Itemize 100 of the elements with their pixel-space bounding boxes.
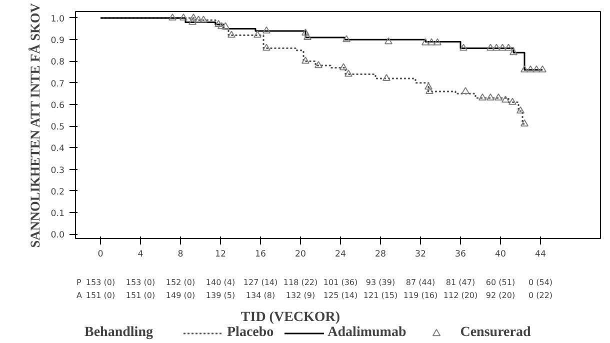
point <box>520 119 528 126</box>
x-tick-label: 12 <box>214 250 226 260</box>
point <box>424 82 432 90</box>
point <box>194 16 202 23</box>
text: 140 (4) <box>206 278 236 287</box>
text: 118 (22) <box>283 278 318 287</box>
point <box>344 70 352 77</box>
text: 125 (14) <box>323 291 358 300</box>
text: 92 (20) <box>486 291 516 300</box>
point <box>222 22 230 30</box>
point <box>428 38 436 46</box>
text: 139 (5) <box>206 291 236 300</box>
point <box>498 44 506 51</box>
point <box>342 35 350 42</box>
x-tick-label: 28 <box>374 250 386 260</box>
point <box>504 44 512 51</box>
point <box>532 65 540 72</box>
text: 134 (8) <box>246 291 276 300</box>
point <box>200 16 208 23</box>
y-tick-label: 0.8 <box>50 58 65 68</box>
point <box>384 37 392 44</box>
y-tick-label: 0.3 <box>50 166 65 176</box>
point <box>422 38 430 46</box>
text: 60 (51) <box>486 278 516 287</box>
point <box>180 13 188 21</box>
point <box>526 65 534 72</box>
text: 149 (0) <box>166 291 196 300</box>
text: 121 (15) <box>363 291 398 300</box>
text: 0 (54) <box>528 278 553 287</box>
legend-label: Censurerad <box>460 325 531 341</box>
text: 112 (20) <box>443 291 478 300</box>
point <box>382 74 390 82</box>
point <box>426 86 434 94</box>
text: 151 (0) <box>126 291 156 300</box>
y-tick-label: 0.4 <box>50 144 65 154</box>
x-tick-label: 32 <box>414 250 426 260</box>
x-tick-label: 4 <box>138 250 144 260</box>
point <box>492 44 500 51</box>
point <box>228 30 236 38</box>
point <box>538 65 546 72</box>
point <box>520 65 528 72</box>
text: 153 (0) <box>126 278 156 287</box>
point <box>218 22 226 30</box>
point <box>314 61 322 68</box>
text: 0 (22) <box>528 291 553 300</box>
point <box>516 106 524 114</box>
y-tick-label: 0.0 <box>50 230 65 241</box>
text: 81 (47) <box>446 278 476 287</box>
x-tick-label: 24 <box>334 250 346 260</box>
point <box>304 32 312 40</box>
y-tick-label: 0.5 <box>50 122 65 133</box>
text: P <box>76 278 82 287</box>
point <box>494 93 502 100</box>
point <box>262 44 270 51</box>
point <box>460 44 468 51</box>
text: 127 (14) <box>243 278 278 287</box>
text: 153 (0) <box>86 278 116 287</box>
y-tick-label: 0.2 <box>50 187 65 198</box>
point <box>478 93 486 100</box>
text: 93 (39) <box>366 278 396 287</box>
text: 87 (44) <box>406 278 436 287</box>
point <box>502 96 510 103</box>
y-tick-label: 1.0 <box>50 14 65 24</box>
y-tick-label: 0.6 <box>50 100 65 111</box>
text: 151 (0) <box>86 291 116 300</box>
point <box>168 13 176 21</box>
x-axis-title: TID (VECKOR) <box>240 310 340 325</box>
point <box>510 48 518 56</box>
x-tick-label: 36 <box>454 250 466 260</box>
point <box>262 26 270 34</box>
point <box>508 98 516 105</box>
text: 119 (16) <box>403 291 438 300</box>
text: A <box>76 291 82 300</box>
point <box>254 30 262 38</box>
point <box>486 93 494 100</box>
legend-label: Adalimumab <box>328 325 406 341</box>
point <box>434 38 442 46</box>
point <box>462 86 470 94</box>
legend-title: Behandling <box>84 325 153 340</box>
text: 152 (0) <box>166 278 196 287</box>
x-tick-label: 0 <box>98 250 104 260</box>
x-tick-label: 20 <box>294 250 306 260</box>
point <box>214 20 222 27</box>
point <box>188 18 196 25</box>
point <box>302 28 310 36</box>
x-tick-label: 40 <box>494 250 506 260</box>
point <box>302 56 310 64</box>
y-axis-title: SANNOLIKHETEN ATT INTE FÅ SKOV <box>28 2 43 248</box>
point <box>190 13 198 21</box>
x-tick-label: 8 <box>178 250 184 260</box>
x-tick-label: 16 <box>254 250 266 260</box>
point <box>340 63 348 70</box>
legend-label: Placebo <box>227 325 274 341</box>
y-tick-label: 0.9 <box>50 36 65 46</box>
point <box>486 44 494 51</box>
x-tick-label: 44 <box>534 250 546 260</box>
text: 101 (36) <box>323 278 358 287</box>
y-tick-label: 0.1 <box>50 209 65 220</box>
text: 132 (9) <box>286 291 316 300</box>
y-tick-label: 0.7 <box>50 79 65 90</box>
